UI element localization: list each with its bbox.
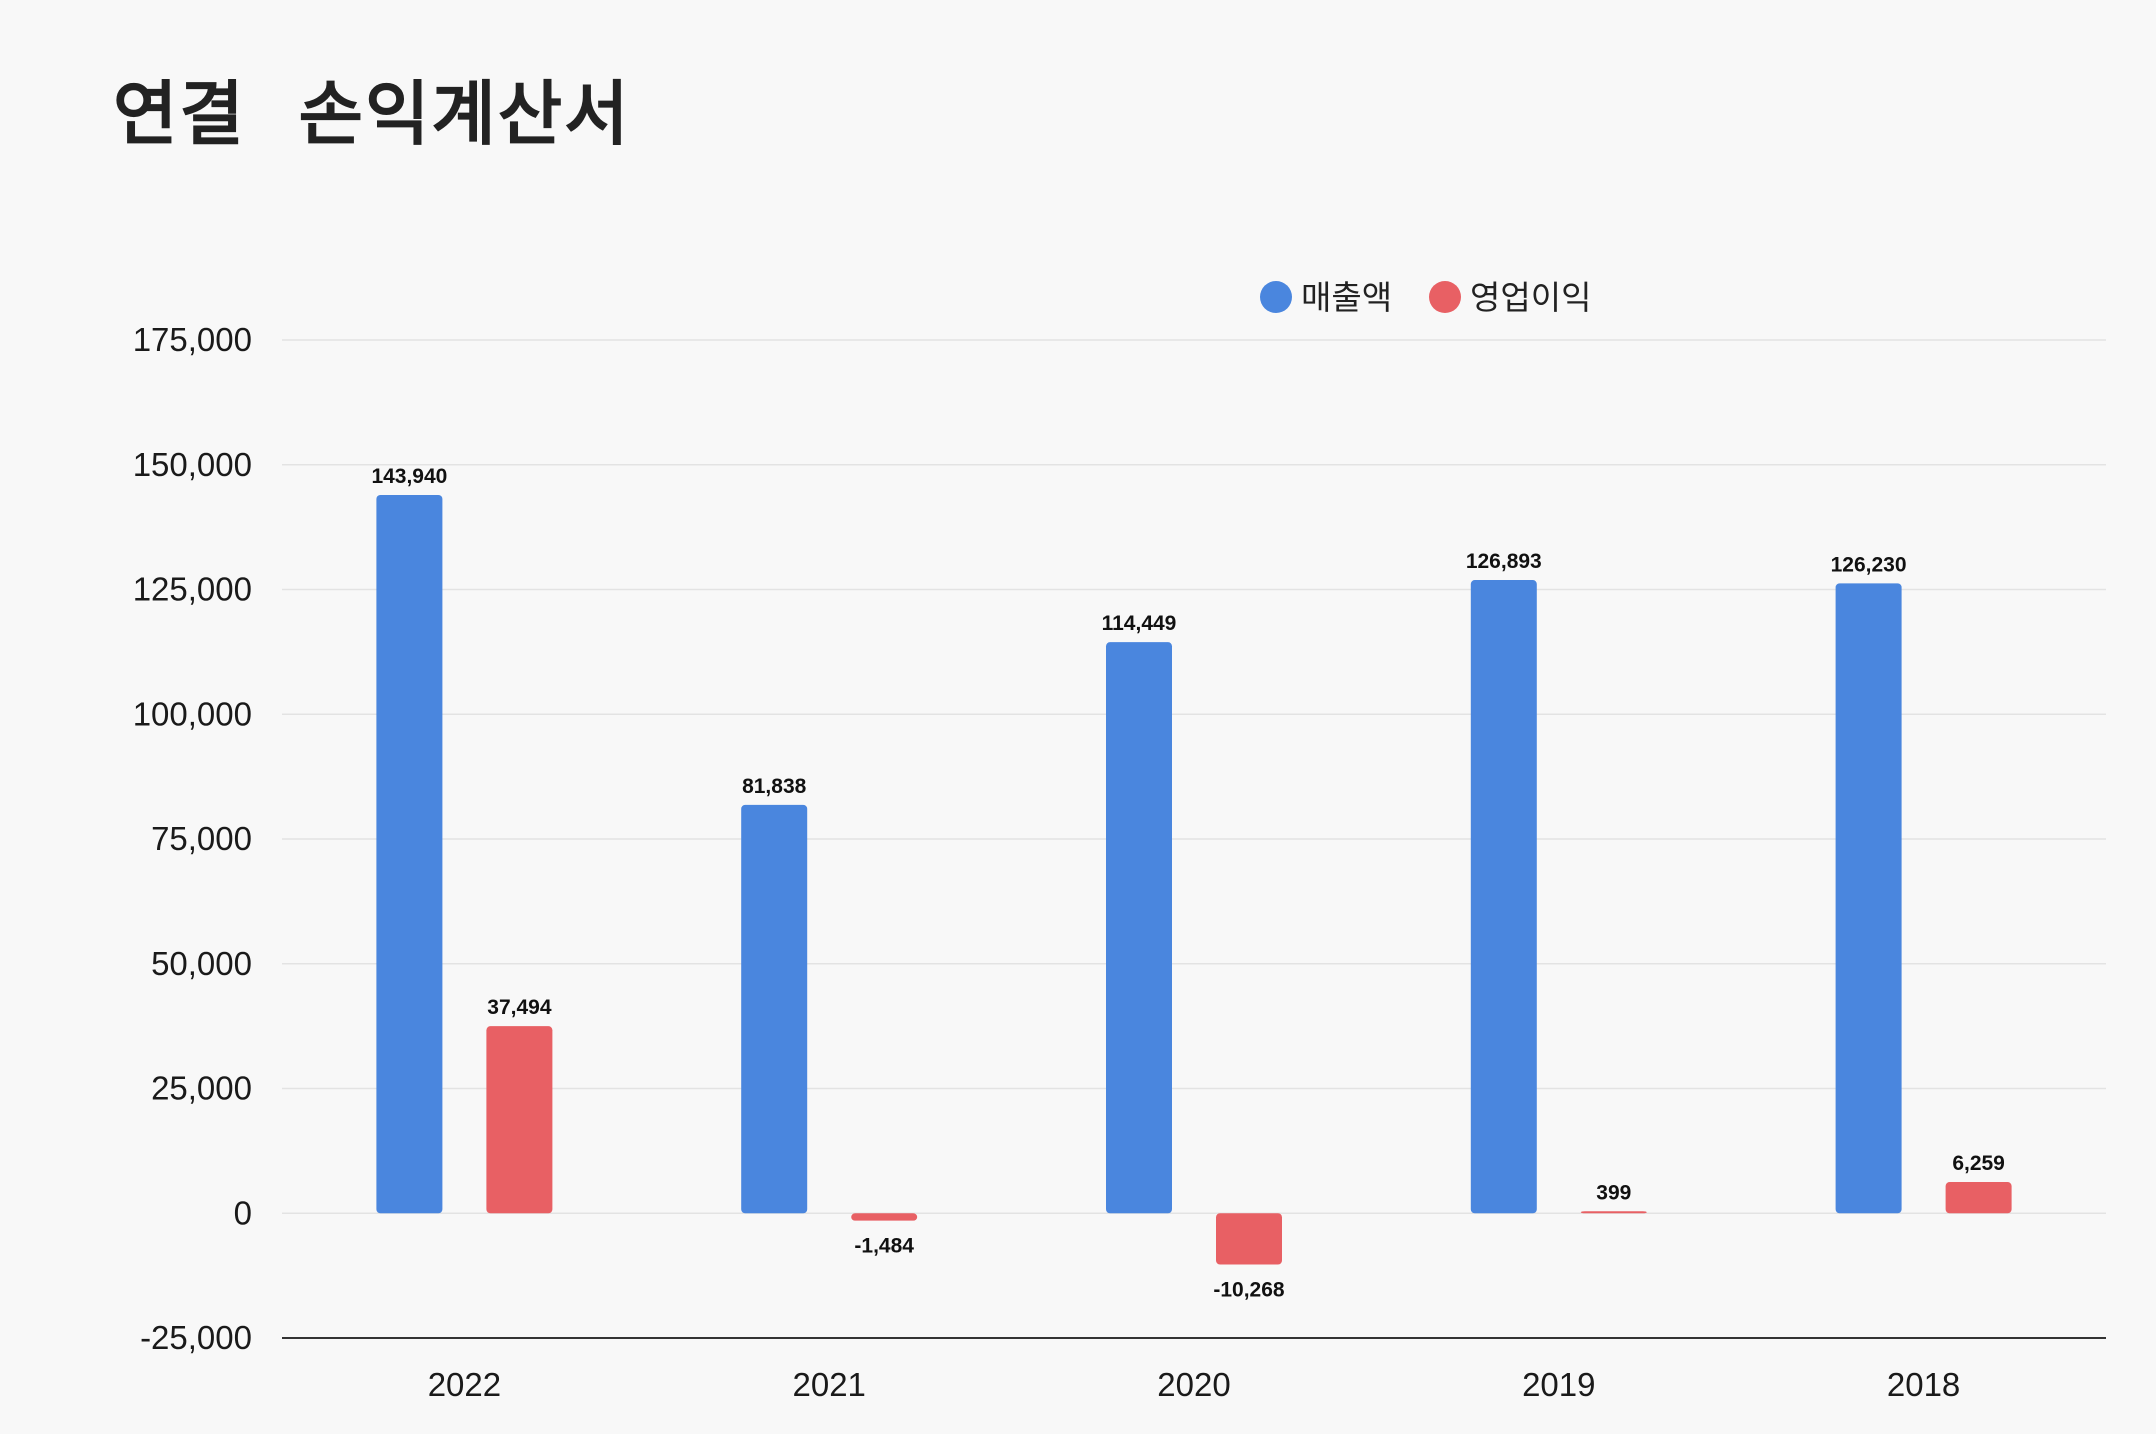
bar-영업이익-2021 <box>851 1213 918 1221</box>
data-label: 37,494 <box>487 996 552 1019</box>
x-tick-label: 2019 <box>1522 1366 1595 1403</box>
y-tick-label: 100,000 <box>133 695 252 732</box>
bar-영업이익-2018 <box>1945 1182 2012 1214</box>
x-tick-label: 2020 <box>1157 1366 1230 1403</box>
data-label: 126,230 <box>1831 553 1907 576</box>
data-label: -1,484 <box>854 1235 914 1258</box>
bar-매출액-2020 <box>1106 642 1172 1214</box>
data-label: 81,838 <box>742 775 807 798</box>
bar-영업이익-2020 <box>1216 1213 1282 1265</box>
y-tick-label: 25,000 <box>151 1070 252 1107</box>
data-label: 143,940 <box>371 465 447 488</box>
bar-영업이익-2022 <box>486 1026 553 1214</box>
y-tick-label: 50,000 <box>151 945 252 982</box>
x-tick-label: 2018 <box>1887 1366 1960 1403</box>
bar-매출액-2022 <box>376 494 443 1214</box>
y-tick-label: 150,000 <box>133 446 252 483</box>
bar-매출액-2021 <box>741 804 808 1214</box>
bar-영업이익-2019 <box>1580 1211 1647 1214</box>
legend-marker <box>1260 281 1292 313</box>
legend-marker <box>1429 281 1461 313</box>
x-tick-label: 2021 <box>792 1366 865 1403</box>
legend-label: 영업이익 <box>1470 278 1591 317</box>
y-tick-label: 75,000 <box>151 820 252 857</box>
data-label: -10,268 <box>1213 1278 1285 1301</box>
legend-label: 매출액 <box>1301 278 1392 317</box>
y-tick-label: -25,000 <box>140 1319 252 1356</box>
data-label: 126,893 <box>1466 550 1542 573</box>
y-tick-label: 0 <box>234 1194 252 1231</box>
y-tick-label: 175,000 <box>133 321 252 358</box>
data-label: 399 <box>1596 1181 1631 1204</box>
page-title: 연결 손익계산서 <box>113 73 631 155</box>
bar-매출액-2019 <box>1470 580 1537 1214</box>
bar-매출액-2018 <box>1835 583 1902 1214</box>
data-label: 6,259 <box>1952 1152 2005 1175</box>
y-tick-label: 125,000 <box>133 571 252 608</box>
x-tick-label: 2022 <box>428 1366 501 1403</box>
data-label: 114,449 <box>1102 612 1177 635</box>
